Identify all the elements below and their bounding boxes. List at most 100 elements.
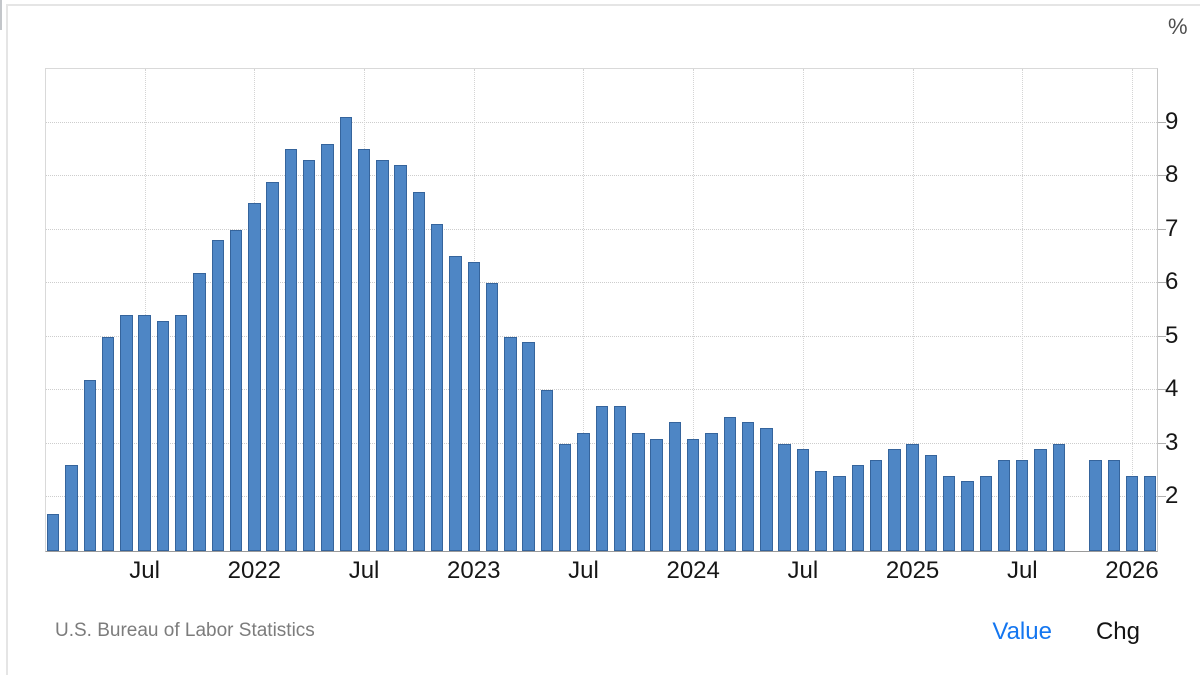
bar-Dec-2022[interactable]: [449, 256, 462, 551]
bar-Jan-2022[interactable]: [248, 202, 261, 551]
y-axis-tick-8: [1158, 175, 1166, 177]
bar-Nov-2024[interactable]: [869, 459, 883, 551]
chg-toggle-link[interactable]: Chg: [1095, 618, 1140, 645]
bar-May-2024[interactable]: [760, 427, 773, 551]
bar-Feb-2026[interactable]: [1144, 476, 1157, 551]
gridline-y-7: [46, 228, 1157, 230]
page-edge-artifact: [0, 0, 2, 30]
x-axis-label-2026-59: 2026: [1105, 557, 1159, 584]
bar-Dec-2025[interactable]: [1107, 459, 1120, 551]
bar-Jul-2022[interactable]: [357, 149, 371, 551]
bar-Aug-2022[interactable]: [376, 160, 389, 551]
gridline-y-8: [46, 175, 1157, 177]
bar-Apr-2021[interactable]: [83, 379, 96, 551]
gridline-x-Jul-41: [802, 69, 804, 551]
bar-Nov-2025[interactable]: [1089, 459, 1102, 551]
bar-Mar-2021[interactable]: [65, 465, 78, 551]
bar-Jan-2023[interactable]: [467, 261, 480, 551]
bar-Sep-2023[interactable]: [613, 406, 627, 551]
bar-Apr-2025[interactable]: [961, 481, 974, 551]
y-axis-label-8: 8: [1165, 161, 1179, 189]
gridline-x-Jul-53: [1022, 69, 1024, 551]
bar-Dec-2021[interactable]: [229, 229, 243, 551]
bar-Apr-2023[interactable]: [522, 342, 535, 551]
left-border-line: [6, 4, 8, 675]
value-toggle-link[interactable]: Value: [992, 618, 1052, 645]
bar-Oct-2022[interactable]: [412, 192, 426, 551]
y-axis-label-9: 9: [1165, 107, 1179, 135]
bar-Jun-2022[interactable]: [339, 117, 352, 551]
bar-Dec-2024[interactable]: [888, 449, 901, 551]
bar-Aug-2025[interactable]: [1034, 449, 1047, 551]
bar-Aug-2024[interactable]: [814, 470, 828, 551]
y-axis-tick-7: [1158, 228, 1166, 230]
bar-Jun-2024[interactable]: [778, 443, 791, 551]
y-axis-label-5: 5: [1165, 321, 1179, 349]
bar-Sep-2024[interactable]: [833, 476, 846, 551]
gridline-y-5: [46, 335, 1157, 337]
gridline-x-2025-47: [912, 69, 914, 551]
bar-May-2023[interactable]: [540, 390, 554, 551]
source-attribution: U.S. Bureau of Labor Statistics: [55, 620, 315, 641]
x-axis-label-Jul-53: Jul: [1006, 557, 1038, 584]
bar-Jan-2026[interactable]: [1125, 476, 1139, 551]
bar-Nov-2022[interactable]: [430, 224, 444, 551]
bar-Aug-2021[interactable]: [156, 320, 170, 551]
bar-Jun-2025[interactable]: [997, 459, 1011, 551]
bar-Mar-2024[interactable]: [723, 417, 736, 551]
bar-Feb-2021[interactable]: [47, 513, 60, 551]
top-border-line: [6, 4, 1200, 6]
bar-Feb-2022[interactable]: [266, 181, 279, 551]
y-axis-unit-label: %: [1168, 14, 1188, 39]
x-axis-label-2022-11: 2022: [227, 557, 282, 584]
y-axis-label-7: 7: [1165, 214, 1179, 242]
bar-Dec-2023[interactable]: [668, 422, 682, 551]
x-axis-label-2023-23: 2023: [447, 557, 501, 584]
bar-Jul-2023[interactable]: [577, 433, 590, 551]
y-axis-tick-3: [1158, 442, 1166, 444]
bar-Feb-2023[interactable]: [485, 283, 499, 551]
bar-May-2022[interactable]: [321, 144, 334, 551]
bar-Feb-2025[interactable]: [924, 454, 938, 551]
gridline-y-6: [46, 282, 1157, 284]
bar-Jul-2021[interactable]: [138, 315, 151, 551]
bar-Jan-2025[interactable]: [906, 443, 919, 551]
bar-Apr-2024[interactable]: [741, 422, 755, 551]
x-axis-label-2025-47: 2025: [885, 557, 940, 584]
x-axis-label-Jul-41: Jul: [787, 557, 819, 584]
y-axis-label-3: 3: [1165, 428, 1179, 456]
y-axis-label-6: 6: [1165, 268, 1179, 296]
bar-Sep-2022[interactable]: [394, 165, 407, 551]
bar-Jun-2023[interactable]: [558, 443, 572, 551]
y-axis-tick-6: [1158, 282, 1166, 284]
y-axis-tick-2: [1158, 496, 1166, 498]
bar-Jan-2024[interactable]: [686, 438, 700, 551]
bar-Oct-2021[interactable]: [193, 272, 206, 551]
bar-Jul-2025[interactable]: [1016, 459, 1029, 551]
bar-Aug-2023[interactable]: [595, 406, 608, 551]
bar-Mar-2025[interactable]: [942, 476, 956, 551]
bar-Jun-2021[interactable]: [120, 315, 133, 551]
bar-Mar-2023[interactable]: [504, 336, 517, 551]
bar-Oct-2023[interactable]: [632, 433, 645, 551]
bar-Nov-2021[interactable]: [211, 240, 224, 551]
bar-Sep-2025[interactable]: [1052, 443, 1066, 551]
bar-Oct-2024[interactable]: [851, 465, 864, 551]
bar-Mar-2022[interactable]: [284, 149, 298, 551]
bar-May-2025[interactable]: [979, 476, 992, 551]
bar-Apr-2022[interactable]: [302, 160, 316, 551]
y-axis-tick-9: [1158, 121, 1166, 123]
y-axis-label-2: 2: [1165, 482, 1179, 510]
gridline-y-4: [46, 389, 1157, 391]
bar-Feb-2024[interactable]: [705, 433, 718, 551]
y-axis-tick-5: [1158, 335, 1166, 337]
y-axis-label-4: 4: [1165, 375, 1179, 403]
gridline-x-Jul-5: [144, 69, 146, 551]
gridline-x-2026-59: [1132, 69, 1133, 551]
gridline-x-Jul-29: [583, 69, 585, 551]
bar-May-2021[interactable]: [101, 336, 115, 551]
bar-Nov-2023[interactable]: [650, 438, 663, 551]
bar-Jul-2024[interactable]: [796, 449, 810, 551]
bar-Sep-2021[interactable]: [174, 315, 188, 551]
